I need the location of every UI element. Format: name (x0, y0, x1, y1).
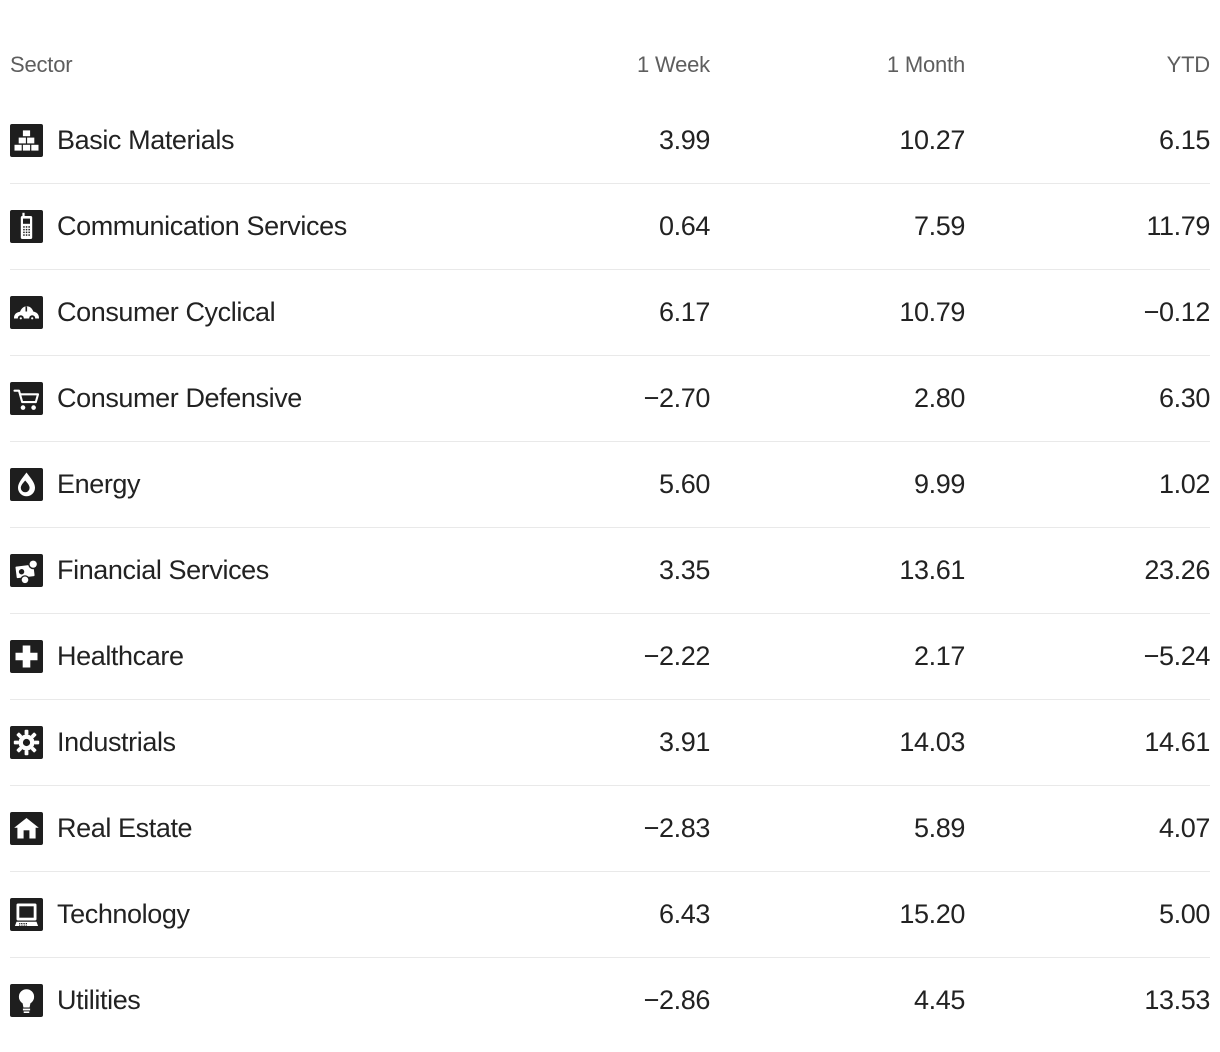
table-row-healthcare[interactable]: Healthcare −2.22 2.17 −5.24 (10, 613, 1210, 699)
technology-icon (10, 898, 43, 931)
column-header-ytd[interactable]: YTD (1166, 52, 1211, 77)
value-ytd: 14.61 (1144, 727, 1210, 757)
value-1-week: 3.91 (659, 727, 710, 757)
column-header-sector[interactable]: Sector (10, 52, 73, 77)
table-row-technology[interactable]: Technology 6.43 15.20 5.00 (10, 871, 1210, 957)
value-1-month: 5.89 (914, 813, 965, 843)
sector-name: Utilities (57, 985, 141, 1015)
sector-name: Healthcare (57, 641, 184, 671)
sector-name: Real Estate (57, 813, 193, 843)
sector-name: Communication Services (57, 211, 347, 241)
financial-services-icon (10, 554, 43, 587)
value-ytd: 23.26 (1144, 555, 1210, 585)
sector-name: Technology (57, 899, 190, 929)
table-row-utilities[interactable]: Utilities −2.86 4.45 13.53 (10, 957, 1210, 1043)
value-1-month: 9.99 (914, 469, 965, 499)
consumer-defensive-icon (10, 382, 43, 415)
sector-name: Energy (57, 469, 141, 499)
value-1-month: 2.17 (914, 641, 965, 671)
value-1-month: 2.80 (914, 383, 965, 413)
value-1-week: −2.83 (643, 813, 711, 843)
table-row-financial-services[interactable]: Financial Services 3.35 13.61 23.26 (10, 527, 1210, 613)
value-1-week: −2.70 (643, 383, 711, 413)
communication-services-icon (10, 210, 43, 243)
value-1-week: 6.43 (659, 899, 710, 929)
value-ytd: 13.53 (1144, 985, 1210, 1015)
value-ytd: 6.15 (1159, 124, 1210, 155)
value-ytd: 11.79 (1146, 211, 1210, 241)
value-1-month: 15.20 (899, 899, 965, 929)
sector-name: Financial Services (57, 555, 269, 585)
value-1-week: 3.99 (659, 124, 710, 155)
sector-name: Consumer Cyclical (57, 297, 276, 327)
value-1-month: 4.45 (914, 985, 965, 1015)
value-1-week: 6.17 (659, 297, 710, 327)
value-ytd: 4.07 (1159, 813, 1210, 843)
consumer-cyclical-icon (10, 296, 43, 329)
value-1-month: 10.27 (899, 124, 965, 155)
value-ytd: 5.00 (1159, 899, 1210, 929)
energy-icon (10, 468, 43, 501)
value-ytd: −0.12 (1143, 297, 1211, 327)
healthcare-icon (10, 640, 43, 673)
value-1-week: 0.64 (659, 211, 710, 241)
table-row-consumer-cyclical[interactable]: Consumer Cyclical 6.17 10.79 −0.12 (10, 269, 1210, 355)
value-1-month: 14.03 (899, 727, 965, 757)
sector-name: Consumer Defensive (57, 383, 302, 413)
real-estate-icon (10, 812, 43, 845)
table-header-row: Sector 1 Week 1 Month YTD (10, 33, 1210, 97)
value-ytd: 6.30 (1159, 383, 1210, 413)
basic-materials-icon (10, 123, 43, 157)
sector-performance-table: Sector 1 Week 1 Month YTD Basic Material… (0, 33, 1220, 1043)
table-row-basic-materials[interactable]: Basic Materials 3.99 10.27 6.15 (10, 97, 1210, 183)
table-row-energy[interactable]: Energy 5.60 9.99 1.02 (10, 441, 1210, 527)
value-1-week: 3.35 (659, 555, 710, 585)
table-row-communication-services[interactable]: Communication Services 0.64 7.59 11.79 (10, 183, 1210, 269)
column-header-1-month[interactable]: 1 Month (886, 52, 965, 77)
value-ytd: −5.24 (1143, 641, 1211, 671)
value-1-week: −2.86 (643, 985, 711, 1015)
value-1-month: 10.79 (899, 297, 965, 327)
column-header-1-week[interactable]: 1 Week (637, 52, 710, 77)
table-row-consumer-defensive[interactable]: Consumer Defensive −2.70 2.80 6.30 (10, 355, 1210, 441)
utilities-icon (10, 984, 43, 1017)
value-1-month: 13.61 (899, 555, 965, 585)
sector-name: Basic Materials (57, 124, 235, 155)
value-1-week: 5.60 (659, 469, 710, 499)
table-row-industrials[interactable]: Industrials 3.91 14.03 14.61 (10, 699, 1210, 785)
value-1-week: −2.22 (643, 641, 711, 671)
table-row-real-estate[interactable]: Real Estate −2.83 5.89 4.07 (10, 785, 1210, 871)
value-1-month: 7.59 (914, 211, 965, 241)
sector-name: Industrials (57, 727, 176, 757)
industrials-icon (10, 726, 43, 759)
value-ytd: 1.02 (1159, 469, 1210, 499)
